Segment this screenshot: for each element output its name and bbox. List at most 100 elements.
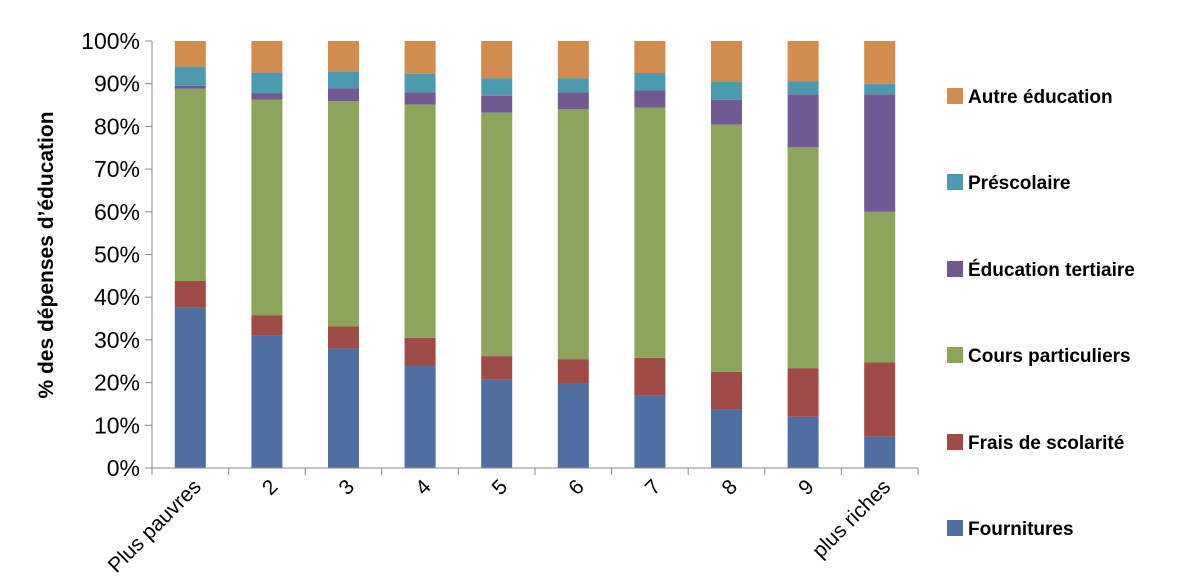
y-tick-label: 40%: [94, 284, 140, 310]
bar-segment: [481, 95, 513, 113]
bar-segment: [404, 73, 436, 93]
bar-segment: [711, 124, 742, 372]
bar-segment: [404, 104, 436, 338]
legend-swatch: [947, 174, 963, 190]
bar-segment: [711, 41, 742, 82]
bar-segment: [404, 41, 436, 74]
legend-label: Frais de scolarité: [968, 433, 1124, 454]
bar-segment: [557, 359, 589, 384]
bar-segment: [557, 383, 589, 468]
x-category-label: 6: [564, 475, 589, 500]
y-tick-label: 70%: [94, 156, 140, 182]
bar-segment: [711, 99, 742, 125]
y-tick-label: 80%: [94, 113, 140, 139]
y-tick-label: 50%: [94, 242, 140, 268]
y-tick-label: 20%: [94, 370, 140, 396]
bar-segment: [557, 109, 589, 360]
bar-segment: [634, 357, 666, 396]
bar-segment: [787, 147, 819, 369]
legend-label: Éducation tertiaire: [968, 259, 1135, 281]
bar-segment: [557, 92, 589, 110]
y-tick-label: 0%: [107, 455, 140, 481]
x-category-label: 2: [258, 475, 283, 500]
x-category-label: 8: [718, 475, 743, 500]
axes: [151, 41, 919, 475]
bar-segment: [251, 315, 283, 336]
bar-segment: [634, 41, 666, 74]
legend-label: Préscolaire: [968, 173, 1070, 194]
bar-segment: [711, 81, 742, 100]
bar-segment: [634, 395, 666, 468]
bar-segment: [328, 348, 359, 468]
bar-segment: [787, 41, 819, 82]
bar-segment: [481, 356, 513, 380]
y-tick-label: 10%: [94, 412, 140, 438]
y-tick-label: 100%: [81, 28, 140, 54]
bar-segment: [174, 66, 206, 86]
legend-swatch: [947, 434, 963, 450]
bar-segment: [328, 88, 359, 102]
bar-segment: [634, 90, 666, 108]
bar-segment: [328, 326, 359, 349]
bar-segment: [174, 85, 206, 89]
bar-segment: [787, 368, 819, 417]
bar-segment: [328, 101, 359, 327]
bar-segment: [251, 99, 283, 316]
bar-segment: [864, 436, 896, 468]
bar-segment: [404, 337, 436, 366]
x-category-label: 5: [488, 475, 513, 500]
x-category-label: 9: [794, 475, 819, 500]
bar-segment: [174, 280, 206, 308]
bar-segment: [864, 211, 896, 363]
bar-segment: [251, 93, 283, 100]
bar-segment: [864, 362, 896, 437]
legend-swatch: [947, 261, 963, 277]
x-category-label: 7: [641, 475, 666, 500]
legend-swatch: [947, 88, 963, 104]
legend-label: Autre éducation: [968, 87, 1113, 108]
bar-segment: [634, 73, 666, 91]
y-axis-ticks: 0% 10% 20% 30% 40% 50% 60% 70% 80% 90% 100%: [81, 28, 152, 481]
bar-segment: [634, 107, 666, 358]
bar-segment: [864, 94, 896, 212]
bar-segment: [328, 41, 359, 72]
y-tick-label: 90%: [94, 71, 140, 97]
bar-segment: [787, 416, 819, 468]
bar-segment: [787, 81, 819, 95]
bar-segment: [174, 41, 206, 67]
bar-segment: [404, 92, 436, 105]
y-tick-label: 30%: [94, 327, 140, 353]
legend-swatch: [947, 347, 963, 363]
legend-swatch: [947, 520, 963, 536]
bar-segment: [557, 41, 589, 79]
bar-segment: [481, 112, 513, 357]
legend-label: Cours particuliers: [968, 346, 1131, 367]
x-category-label: Plus pauvres: [104, 475, 206, 577]
bar-segment: [174, 307, 206, 468]
y-axis-title-group: % des dépenses d’éducation: [35, 111, 58, 398]
bar-segment: [864, 83, 896, 95]
bar-segment: [328, 71, 359, 89]
y-tick-label: 60%: [94, 199, 140, 225]
bar-segment: [404, 365, 436, 468]
bar-segment: [481, 379, 513, 468]
bar-segment: [711, 409, 742, 468]
bar-segment: [481, 41, 513, 79]
bar-segment: [557, 78, 589, 93]
bar-segment: [481, 78, 513, 96]
plot-bars: [174, 41, 896, 468]
bar-segment: [251, 41, 283, 73]
x-category-label: plus riches: [808, 475, 895, 562]
bar-segment: [251, 335, 283, 468]
x-category-label: 3: [335, 475, 360, 500]
legend-label: Fournitures: [968, 519, 1074, 540]
bar-segment: [251, 72, 283, 94]
bar-segment: [864, 41, 896, 84]
bar-segment: [787, 94, 819, 148]
bar-segment: [174, 88, 206, 281]
legend: Autre éducation Préscolaire Éducation tert…: [947, 87, 1135, 540]
y-axis-title: % des dépenses d’éducation: [35, 111, 58, 398]
